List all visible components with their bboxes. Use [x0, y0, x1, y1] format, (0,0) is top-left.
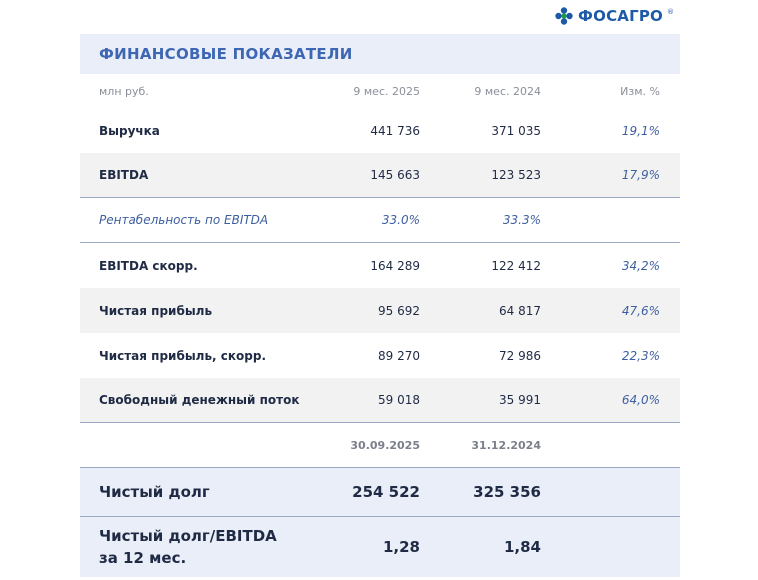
date-current: 30.09.2025 — [350, 438, 420, 452]
row-value-current: 59 018 — [378, 393, 420, 407]
row-value-current: 145 663 — [370, 168, 420, 182]
row-value-current: 89 270 — [378, 348, 420, 363]
row-value-current: 1,28 — [382, 538, 420, 556]
row-change: 19,1% — [621, 123, 660, 138]
table-header: млн руб. 9 мес. 2025 9 мес. 2024 Изм. % — [80, 74, 680, 108]
table-row-adj-ebitda: EBITDA скорр. 164 289 122 412 34,2% — [80, 243, 680, 288]
col2-header: 9 мес. 2024 — [474, 84, 541, 98]
balance-date-header: 30.09.2025 31.12.2024 — [80, 423, 680, 467]
row-value-prior: 122 412 — [491, 258, 541, 273]
row-label: EBITDA — [99, 168, 149, 182]
row-label: Свободный денежный поток — [99, 393, 300, 407]
row-change: 64,0% — [621, 393, 660, 407]
row-change: 47,6% — [621, 303, 660, 318]
row-value-prior: 72 986 — [499, 348, 541, 363]
row-value-current: 254 522 — [352, 483, 420, 501]
row-label-wrap: Чистый долг/EBITDA за 12 мес. — [99, 517, 299, 577]
date-prior: 31.12.2024 — [471, 438, 541, 452]
unit-header: млн руб. — [99, 84, 149, 98]
row-label: Чистая прибыль — [99, 303, 213, 318]
table-row-revenue: Выручка 441 736 371 035 19,1% — [80, 108, 680, 153]
row-value-prior: 33.3% — [502, 213, 541, 227]
table-row-ebitda-margin: Рентабельность по EBITDA 33.0% 33.3% — [80, 198, 680, 243]
table-row-net-debt-ebitda: Чистый долг/EBITDA за 12 мес. 1,28 1,84 — [80, 517, 680, 577]
table-row-net-profit: Чистая прибыль 95 692 64 817 47,6% — [80, 288, 680, 333]
logo-text: ФОСАГРО — [578, 7, 663, 25]
row-label: EBITDA скорр. — [99, 258, 198, 273]
row-value-current: 441 736 — [370, 123, 420, 138]
row-value-current: 164 289 — [370, 258, 420, 273]
change-header: Изм. % — [620, 84, 660, 98]
registered-mark: ® — [667, 8, 674, 16]
table-row-ebitda: EBITDA 145 663 123 523 17,9% — [80, 153, 680, 198]
row-label: Рентабельность по EBITDA — [99, 213, 269, 227]
row-value-prior: 325 356 — [473, 483, 541, 501]
company-logo: ФОСАГРО ® — [554, 6, 674, 26]
row-value-prior: 64 817 — [499, 303, 541, 318]
row-label: Чистый долг/EBITDA за 12 мес. — [99, 527, 277, 567]
table-row-adj-net-profit: Чистая прибыль, скорр. 89 270 72 986 22,… — [80, 333, 680, 378]
row-value-prior: 35 991 — [499, 393, 541, 407]
row-label: Чистый долг — [99, 483, 210, 501]
col1-header: 9 мес. 2025 — [353, 84, 420, 98]
row-change: 34,2% — [621, 258, 660, 273]
table-row-fcf: Свободный денежный поток 59 018 35 991 6… — [80, 378, 680, 423]
row-value-prior: 371 035 — [491, 123, 541, 138]
table-row-net-debt: Чистый долг 254 522 325 356 — [80, 467, 680, 517]
row-change: 17,9% — [621, 168, 660, 182]
row-label: Чистая прибыль, скорр. — [99, 348, 267, 363]
row-change: 22,3% — [621, 348, 660, 363]
row-label: Выручка — [99, 123, 160, 138]
row-value-current: 95 692 — [378, 303, 420, 318]
row-value-prior: 123 523 — [491, 168, 541, 182]
flower-logo-icon — [555, 7, 573, 25]
row-value-current: 33.0% — [381, 213, 420, 227]
financial-table: ФИНАНСОВЫЕ ПОКАЗАТЕЛИ млн руб. 9 мес. 20… — [80, 34, 680, 577]
row-value-prior: 1,84 — [503, 538, 541, 556]
page-title: ФИНАНСОВЫЕ ПОКАЗАТЕЛИ — [99, 45, 353, 63]
title-band: ФИНАНСОВЫЕ ПОКАЗАТЕЛИ — [80, 34, 680, 74]
